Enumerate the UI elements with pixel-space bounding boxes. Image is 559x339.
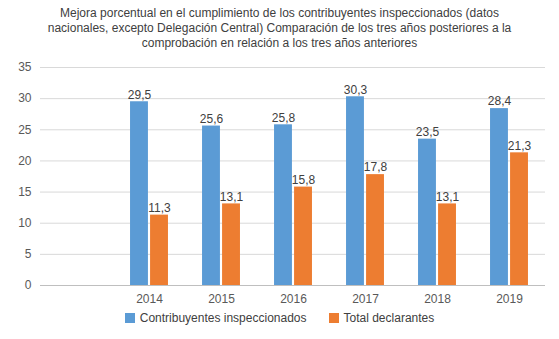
svg-text:25,8: 25,8 [272, 111, 296, 125]
svg-text:17,8: 17,8 [364, 160, 388, 174]
svg-text:25,6: 25,6 [200, 112, 224, 126]
svg-text:2015: 2015 [208, 292, 235, 306]
svg-text:20: 20 [18, 154, 32, 168]
svg-text:30,3: 30,3 [344, 83, 368, 97]
svg-text:2018: 2018 [424, 292, 451, 306]
svg-text:35: 35 [18, 60, 32, 74]
svg-text:21,3: 21,3 [508, 139, 532, 153]
svg-text:2014: 2014 [136, 292, 163, 306]
html-text:Mejora porcentual en el cumpli: Mejora porcentual en el cumplimiento de … [47, 6, 512, 50]
svg-text:30: 30 [18, 91, 32, 105]
html-text:Contribuyentes inspeccionados: Contribuyentes inspeccionados [139, 311, 307, 325]
svg-text:15: 15 [18, 185, 32, 199]
svg-text:15,8: 15,8 [292, 173, 316, 187]
svg-text:13,1: 13,1 [436, 190, 460, 204]
svg-text:13,1: 13,1 [220, 190, 244, 204]
svg-text:11,3: 11,3 [148, 201, 171, 215]
svg-text:2019: 2019 [496, 292, 523, 306]
svg-text:5: 5 [25, 247, 32, 261]
svg-text:10: 10 [18, 216, 32, 230]
svg-text:25: 25 [18, 123, 32, 137]
svg-text:0: 0 [25, 278, 32, 292]
html-text:Total declarantes: Total declarantes [343, 311, 435, 325]
svg-text:2016: 2016 [280, 292, 307, 306]
svg-text:28,4: 28,4 [488, 94, 512, 108]
svg-text:29,5: 29,5 [128, 88, 152, 102]
svg-text:2017: 2017 [352, 292, 379, 306]
svg-text:23,5: 23,5 [416, 125, 440, 139]
